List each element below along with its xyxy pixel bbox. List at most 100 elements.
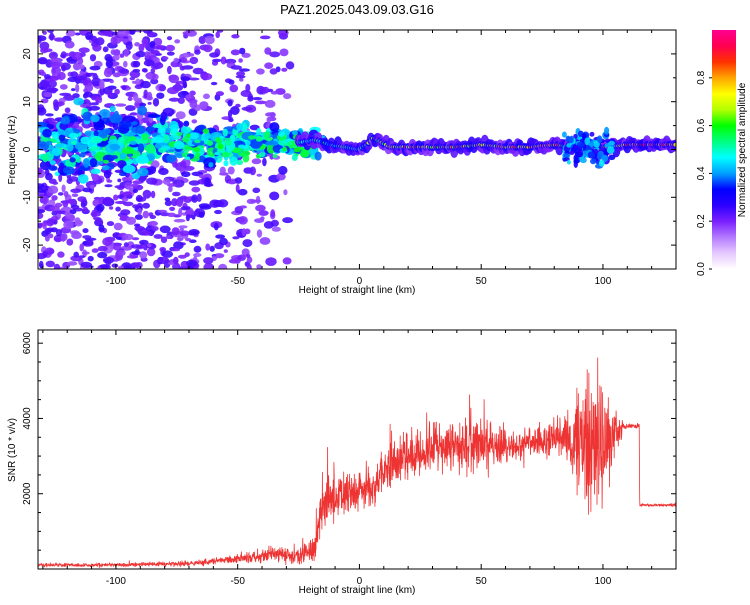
spectrogram-cell	[179, 65, 186, 71]
spectrogram-cell	[291, 154, 298, 161]
spectrogram-cell	[183, 83, 188, 88]
spectrogram-cell	[60, 53, 66, 58]
spectrogram-cells	[38, 30, 676, 269]
spectrogram-cell	[210, 81, 218, 86]
spectrogram-cell	[83, 79, 89, 86]
spectrogram-cell	[74, 219, 83, 227]
spectrogram-cell	[158, 147, 167, 153]
spectrogram-cell	[219, 237, 228, 246]
spectrogram-cell	[142, 39, 149, 48]
spectrogram-cell	[256, 264, 262, 269]
spectrogram-cell	[42, 186, 47, 190]
spectrogram-cell	[151, 226, 159, 231]
spectrogram-cell	[102, 196, 113, 206]
spectrogram-cell	[161, 250, 174, 258]
spectrogram-cell	[264, 62, 274, 69]
spectrogram-cell	[153, 45, 163, 50]
spectrogram-cell	[202, 128, 210, 134]
spectrogram-cell	[121, 197, 129, 202]
spectrogram-cell	[235, 103, 241, 108]
spectrogram-cell	[291, 130, 298, 136]
spectrogram-cell	[117, 178, 122, 183]
spectrogram-cell	[241, 228, 246, 237]
spectrogram-cell	[173, 218, 186, 223]
spectrogram-cell	[98, 109, 111, 119]
y-tick-label: 2000	[22, 482, 33, 505]
spectrogram-cell	[151, 136, 164, 144]
spectrogram-cell	[137, 208, 142, 215]
spectrogram-cell	[115, 103, 127, 107]
spectrogram-cell	[239, 77, 244, 82]
spectrogram-cell	[113, 194, 119, 201]
spectrogram-cell	[265, 112, 276, 117]
spectrogram-cell	[55, 143, 64, 148]
spectrogram-x-label: Height of straight line (km)	[299, 285, 416, 296]
spectrogram-cell	[91, 95, 97, 101]
spectrogram-cell	[180, 195, 188, 200]
spectrogram-cell	[93, 217, 102, 221]
spectrogram-cell	[53, 99, 59, 108]
spectrogram-cell	[106, 221, 115, 227]
spectrogram-cell	[203, 93, 210, 100]
spectrogram-cell	[63, 191, 69, 198]
spectrogram-cell	[209, 245, 215, 252]
y-tick-label: 6000	[22, 332, 33, 355]
spectrogram-cell	[95, 96, 102, 101]
spectrogram-cell	[314, 151, 322, 161]
spectrogram-cell	[242, 153, 250, 163]
spectrogram-cell	[66, 261, 78, 266]
spectrogram-cell	[103, 170, 112, 179]
spectrogram-cell	[83, 88, 89, 93]
spectrogram-cell	[98, 224, 105, 233]
spectrogram-cell	[149, 215, 157, 219]
spectrogram-cell	[66, 178, 73, 184]
spectrogram-cell	[150, 68, 156, 74]
spectrogram-cell	[276, 172, 286, 181]
spectrogram-cell	[220, 56, 227, 65]
spectrogram-cell	[572, 145, 578, 150]
spectrogram-cell	[122, 191, 132, 197]
spectrogram-cell	[149, 40, 156, 48]
spectrogram-cell	[230, 106, 240, 115]
spectrogram-cell	[144, 51, 150, 59]
spectrogram-cell	[263, 221, 274, 229]
spectrogram-cell	[43, 91, 52, 98]
spectrogram-cell	[49, 160, 56, 166]
spectrogram-cell	[38, 69, 45, 74]
spectrogram-cell	[168, 97, 180, 102]
spectrogram-cell	[38, 57, 48, 65]
spectrogram-cell	[103, 159, 109, 164]
spectrogram-cell	[82, 111, 93, 122]
spectrogram-cell	[221, 151, 230, 158]
spectrogram-cell	[93, 130, 99, 137]
spectrogram-cell	[188, 132, 200, 140]
spectrogram-cell	[174, 39, 181, 44]
spectrogram-cell	[214, 151, 221, 156]
spectrogram-cell	[245, 140, 251, 146]
spectrogram-cell	[606, 146, 615, 154]
spectrogram-cell	[281, 67, 288, 72]
spectrogram-cell	[271, 226, 281, 232]
spectrogram-cell	[215, 31, 220, 39]
spectrogram-cell	[186, 259, 198, 267]
spectrogram-cell	[176, 176, 184, 180]
colorbar-label: Normalized spectral amplitude	[737, 82, 748, 217]
spectrogram-cell	[141, 133, 149, 140]
spectrogram-cell	[198, 211, 205, 218]
spectrogram-cell	[186, 133, 191, 138]
spectrogram-cell	[260, 145, 266, 150]
spectrogram-cell	[130, 244, 143, 249]
spectrogram-cell	[256, 68, 265, 75]
spectrogram-cell	[71, 193, 79, 197]
spectrogram-cell	[238, 68, 250, 72]
spectrogram-cell	[239, 205, 248, 209]
spectrogram-cell	[64, 107, 71, 113]
spectrogram-cell	[180, 126, 187, 134]
spectrogram-cell	[581, 132, 587, 141]
spectrogram-cell	[137, 143, 145, 153]
spectrogram-cell	[227, 166, 235, 175]
spectrogram-cell	[167, 212, 176, 217]
spectrogram-cell	[88, 146, 100, 151]
spectrogram-cell	[569, 135, 574, 144]
spectrogram-cell	[256, 85, 265, 95]
